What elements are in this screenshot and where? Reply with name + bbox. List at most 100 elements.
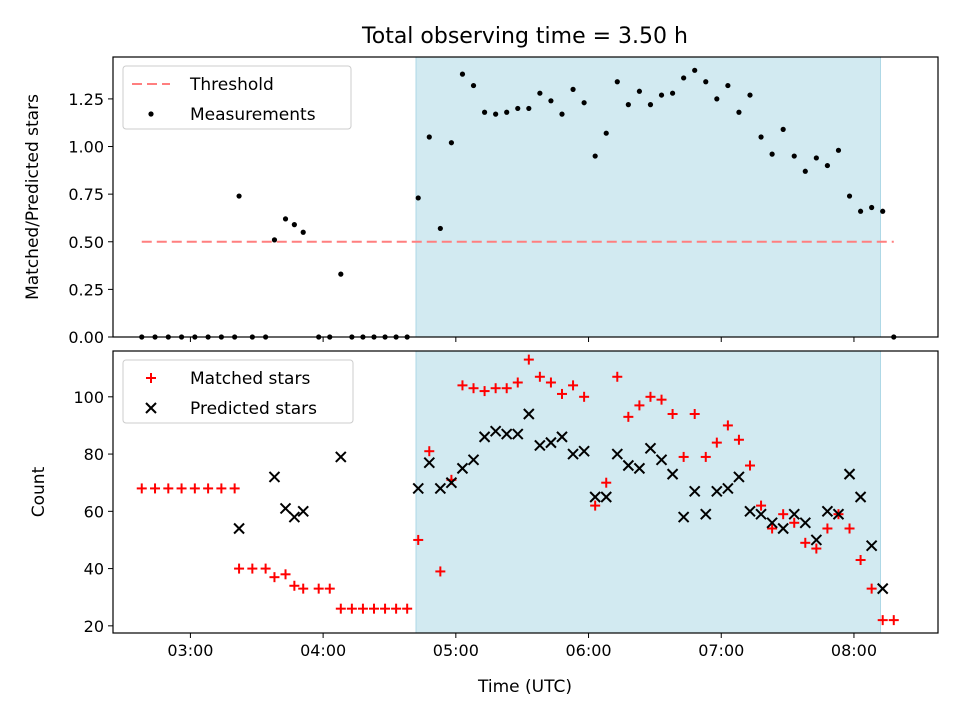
predicted-stars-point [288,511,301,523]
measurements-point [835,147,842,153]
bottom-x-tick-label: 07:00 [698,641,744,660]
matched-stars-point [280,569,291,580]
predicted-stars-point-b [843,468,856,480]
legend-predicted-stars-label: Predicted stars [190,399,317,419]
predicted-stars-point [335,451,347,463]
matched-stars-point [176,483,187,494]
predicted-stars-point-b [832,508,845,520]
matched-stars-point [800,537,811,548]
matched-stars-point [822,523,833,534]
matched-stars-point [189,483,200,494]
bottom-y-tick-label: 100 [73,388,104,407]
matched-stars-point [402,603,413,614]
predicted-stars-point [478,431,491,443]
top-legend: Threshold Measurements [122,65,352,130]
predicted-stars-point-b [744,505,756,518]
predicted-stars-point-b [766,517,778,529]
matched-stars-point [767,523,778,534]
matched-stars-point [136,483,147,494]
measurements-point [736,109,742,115]
top-axes-frame [112,56,939,338]
matched-stars-point [298,583,309,594]
matched-stars-point [855,554,866,565]
predicted-stars-point-b [556,431,568,443]
predicted-stars-point [412,482,424,495]
predicted-stars-point-b [268,471,281,483]
predicted-stars-point-b [722,482,734,495]
bottom-axes-frame [112,350,939,634]
matched-stars-point [778,509,789,520]
matched-stars-point [556,388,567,399]
top-y-tick-label: 0.75 [68,185,104,204]
measurements-point [813,155,819,161]
predicted-stars-point-b [711,485,723,497]
bottom-y-tick-label: 80 [84,445,104,464]
measurements-point [647,102,654,108]
predicted-stars-point-b [467,454,480,466]
bottom-y-tick-label: 40 [84,560,104,579]
predicted-stars-point-b [755,508,767,520]
top-y-tick-label: 1.00 [68,138,104,157]
matched-stars-point [568,380,579,391]
measurements-point [548,98,554,104]
predicted-stars-point [799,517,811,529]
predicted-stars-point [489,425,502,437]
predicted-stars-point [500,428,513,440]
bottom-x-tick-label: 06:00 [565,641,611,660]
measurements-point [493,111,499,117]
predicted-stars-point [297,505,309,518]
measurements-point [526,105,532,112]
predicted-stars-point-b [622,459,635,472]
predicted-stars-point [512,428,524,440]
matched-stars-point [623,411,634,422]
matched-stars-point [457,380,468,391]
matched-stars-point [700,451,711,462]
measurements-point [725,82,731,89]
measurements-point [338,271,344,277]
measurements-point [470,82,477,89]
matched-stars-point [413,534,424,545]
predicted-stars-point [545,436,557,449]
matched-stars-point [335,603,346,614]
matched-stars-point [490,383,501,394]
matched-stars-point [289,580,300,591]
predicted-stars-point-b [633,462,646,475]
matched-stars-point [590,500,601,511]
predicted-stars-point [832,508,845,520]
predicted-stars-point [711,485,723,497]
measurements-point [846,193,853,199]
legend-predicted-stars-swatch-b [145,402,157,414]
matched-stars-point [733,434,744,445]
chart-title: Total observing time = 3.50 h [361,24,688,49]
predicted-stars-point [821,505,834,518]
predicted-stars-point-b [876,582,889,595]
matched-stars-point [424,446,435,457]
measurements-point [824,162,831,169]
matched-stars-point [877,615,888,626]
bottom-legend: Matched stars Predicted stars [122,359,354,424]
predicted-stars-point-b [688,485,701,497]
predicted-stars-point-b [534,439,546,452]
measurements-point [769,151,775,157]
matched-stars-point [324,583,335,594]
predicted-stars-point [534,439,546,452]
matched-stars-point [634,400,645,411]
predicted-stars-point-b [297,505,309,518]
measurements-point [658,92,665,98]
matched-stars-point [612,371,623,382]
predicted-stars-point-b [279,502,292,515]
measurements-point [780,126,786,132]
predicted-stars-point [578,445,590,457]
matched-stars-point [645,391,656,402]
predicted-stars-point-b [489,425,502,437]
matched-stars-point [811,543,822,554]
predicted-stars-point [666,468,679,480]
predicted-stars-point [567,448,579,460]
matched-stars-point [844,523,855,534]
predicted-stars-point [788,508,800,520]
predicted-stars-point [600,491,612,503]
matched-stars-point [534,371,545,382]
measurements-point [669,90,676,96]
measurements-point [537,90,543,96]
matched-stars-point [744,460,755,471]
